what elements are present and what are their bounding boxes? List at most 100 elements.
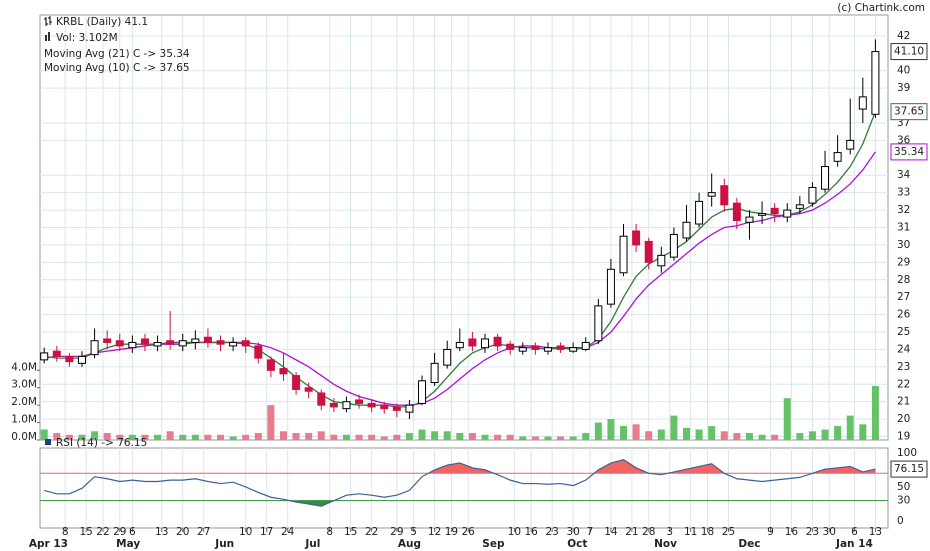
- candle-body: [342, 401, 351, 410]
- x-tick-label: 16: [524, 526, 538, 538]
- volume-bar: [670, 415, 678, 440]
- candle-body: [594, 305, 603, 342]
- volume-bar: [368, 434, 376, 440]
- volume-bar: [53, 433, 61, 440]
- rsi-tick-label: 30: [897, 495, 910, 507]
- month-label: Sep: [482, 538, 505, 550]
- volume-bar: [620, 426, 628, 440]
- volume-bar: [279, 431, 287, 440]
- volume-bar: [758, 434, 766, 440]
- candle-body: [140, 338, 149, 345]
- y-tick-label: 32: [897, 204, 910, 216]
- volume-bar: [695, 429, 703, 440]
- x-tick-label: 12: [428, 526, 441, 538]
- volume-bar: [305, 433, 313, 440]
- x-tick-label: 13: [155, 526, 168, 538]
- y-tick-label: 31: [897, 222, 910, 234]
- last-value-box: [890, 143, 928, 161]
- candle-body: [405, 404, 414, 413]
- volume-bar: [393, 434, 401, 440]
- x-tick-label: 5: [410, 526, 417, 538]
- legend-icon: [48, 32, 50, 41]
- volume-bar: [468, 433, 476, 440]
- x-tick-label: 17: [260, 526, 273, 538]
- credit: (c) Chartink.com: [837, 2, 925, 14]
- y-tick-label: 25: [897, 326, 910, 338]
- volume-bar: [607, 419, 615, 440]
- candle-body: [103, 338, 112, 343]
- volume-bar: [103, 433, 111, 440]
- volume-bar: [846, 415, 854, 440]
- candle-body: [241, 340, 250, 347]
- y-tick-label: 23: [897, 361, 910, 373]
- candle-body: [229, 341, 238, 347]
- candle-body: [90, 340, 99, 356]
- volume-bar: [531, 436, 539, 440]
- candle-body: [707, 192, 716, 197]
- legend-icon: [45, 439, 51, 445]
- volume-bar: [871, 386, 879, 440]
- x-tick-label: 7: [587, 526, 594, 538]
- candle-body: [531, 345, 540, 350]
- volume-bar: [380, 436, 388, 440]
- y-tick-label: 27: [897, 291, 910, 303]
- candle-body: [795, 204, 804, 209]
- candle-body: [783, 209, 792, 218]
- x-tick-label: 23: [806, 526, 819, 538]
- y-tick-label: 26: [897, 309, 911, 321]
- volume-bar: [720, 431, 728, 440]
- y-tick-label: 24: [897, 343, 911, 355]
- candle-body: [52, 350, 61, 357]
- candle-body: [846, 139, 855, 150]
- volume-bar: [166, 431, 174, 440]
- volume-bar: [808, 431, 816, 440]
- candle-body: [266, 359, 275, 371]
- candle-body: [203, 336, 212, 343]
- legend-title: KRBL (Daily) 41.1: [56, 16, 148, 28]
- volume-bar: [544, 436, 552, 440]
- candle-body: [808, 186, 817, 204]
- legend-rsi: RSI (14) -> 76.15: [56, 437, 147, 449]
- volume-bar: [154, 434, 162, 440]
- x-tick-label: 6: [851, 526, 858, 538]
- volume-bar: [645, 431, 653, 440]
- y-tick-label: 19: [897, 431, 910, 443]
- volume-bar: [40, 429, 48, 440]
- x-tick-label: 28: [642, 526, 655, 538]
- legend-volume: Vol: 3.102M: [56, 32, 118, 44]
- month-label: Jul: [304, 538, 320, 550]
- candle-body: [720, 185, 729, 206]
- volume-bar: [317, 431, 325, 440]
- candle-body: [65, 355, 74, 363]
- y-tick-label: 33: [897, 187, 910, 199]
- volume-bar: [254, 433, 262, 440]
- legend-icon: [45, 35, 47, 41]
- legend-icon: [44, 16, 52, 26]
- volume-bar: [682, 427, 690, 440]
- x-tick-label: 11: [684, 526, 697, 538]
- candle-body: [581, 341, 590, 350]
- candle-body: [455, 341, 464, 349]
- volume-bar: [481, 434, 489, 440]
- candle-body: [695, 200, 704, 225]
- x-tick-label: 25: [722, 526, 735, 538]
- candle-body: [254, 345, 263, 359]
- candle-body: [480, 338, 489, 349]
- x-tick-label: 19: [445, 526, 458, 538]
- x-tick-label: 18: [701, 526, 714, 538]
- month-label: Dec: [738, 538, 760, 550]
- rsi-line: [44, 458, 876, 507]
- volume-bar: [242, 434, 250, 440]
- x-tick-label: 26: [462, 526, 476, 538]
- candle-body: [657, 254, 666, 267]
- y-tick-label: 40: [897, 65, 910, 77]
- candle-body: [418, 380, 427, 404]
- candle-body: [770, 207, 779, 215]
- candle-body: [279, 368, 288, 375]
- rsi-overbought-fill: [44, 459, 876, 474]
- volume-bar: [267, 405, 275, 440]
- x-tick-label: 24: [281, 526, 295, 538]
- x-tick-label: 3: [666, 526, 673, 538]
- candle-body: [216, 340, 225, 345]
